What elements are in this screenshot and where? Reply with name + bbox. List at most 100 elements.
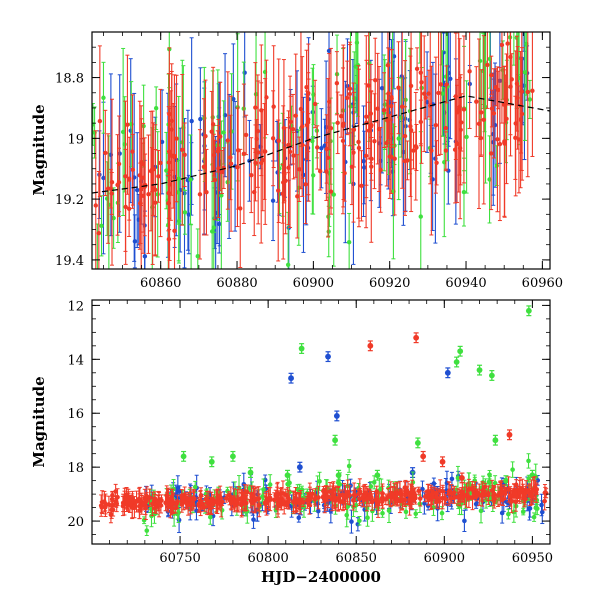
data-point (413, 511, 419, 517)
data-point (253, 105, 258, 110)
data-point (280, 500, 286, 505)
data-point (411, 492, 417, 498)
data-point (259, 108, 264, 113)
data-point (402, 158, 408, 164)
data-point (252, 189, 257, 195)
data-point (332, 495, 337, 501)
data-point (326, 48, 332, 54)
x-tick-label: 60920 (369, 276, 410, 291)
data-point (346, 240, 352, 245)
data-point (287, 149, 293, 154)
data-point (138, 201, 143, 206)
data-point (455, 475, 461, 481)
outlier-point (180, 453, 187, 460)
data-point (512, 491, 518, 496)
data-point (414, 66, 420, 72)
data-point (504, 116, 509, 121)
data-point (203, 133, 208, 139)
data-point (491, 139, 496, 145)
data-point (122, 142, 127, 147)
data-point (443, 148, 449, 153)
data-point (172, 154, 177, 159)
data-point (513, 482, 519, 487)
data-point (513, 135, 518, 141)
data-point (487, 479, 493, 485)
data-point (522, 496, 528, 502)
y-tick-label: 19.4 (55, 254, 84, 269)
data-point (156, 174, 161, 179)
data-point (315, 145, 320, 150)
data-point (109, 191, 114, 196)
data-point (108, 512, 114, 518)
data-point (176, 510, 181, 515)
data-point (444, 82, 449, 87)
x-tick-label: 60950 (512, 551, 553, 566)
data-point (396, 85, 401, 90)
data-point (141, 501, 147, 506)
data-point (99, 223, 104, 229)
outlier-point (413, 334, 420, 341)
data-point (533, 487, 538, 493)
data-point (418, 25, 422, 29)
data-point (539, 509, 545, 515)
outlier-point (335, 472, 342, 479)
data-point (380, 498, 385, 503)
data-point (208, 505, 214, 511)
data-point (422, 494, 428, 499)
data-point (381, 107, 387, 113)
data-point (453, 94, 459, 99)
data-point (376, 126, 382, 132)
data-point (364, 114, 369, 119)
data-point (359, 183, 364, 189)
outlier-point (459, 475, 465, 481)
data-point (515, 95, 520, 101)
data-point (331, 192, 336, 197)
data-point (362, 165, 367, 170)
data-point (517, 487, 523, 492)
data-point (191, 495, 196, 501)
data-point (310, 138, 315, 144)
data-point (347, 86, 353, 91)
data-point (542, 490, 548, 495)
data-point (335, 120, 340, 126)
data-point (144, 528, 150, 533)
data-point (456, 107, 461, 113)
data-point (155, 192, 160, 197)
data-point (389, 103, 394, 109)
data-point (478, 508, 484, 514)
outlier-point (284, 472, 291, 479)
data-point (408, 124, 413, 129)
data-point (384, 140, 389, 146)
data-point (221, 130, 226, 135)
data-point (351, 492, 357, 498)
data-point (516, 6, 520, 10)
outlier-point (488, 372, 495, 379)
data-point (106, 502, 112, 507)
data-point (474, 99, 479, 104)
data-point (125, 122, 130, 127)
data-point (526, 458, 531, 464)
data-point (153, 187, 158, 193)
data-point (276, 138, 281, 143)
data-point (208, 499, 213, 504)
data-point (327, 489, 333, 494)
outlier-point (439, 458, 446, 465)
data-point (166, 496, 171, 502)
outlier-point (230, 453, 236, 460)
data-point (127, 499, 132, 505)
data-point (140, 175, 146, 180)
data-point (97, 118, 103, 124)
data-point (137, 497, 143, 502)
data-point (301, 495, 306, 500)
data-point (116, 180, 122, 185)
data-point (249, 172, 254, 178)
data-point (497, 141, 503, 147)
data-point (182, 210, 188, 215)
data-point (400, 498, 405, 503)
data-point (470, 495, 475, 501)
data-point (311, 173, 316, 178)
x-tick-label: 60940 (445, 276, 486, 291)
data-point (522, 6, 526, 10)
data-point (174, 501, 179, 507)
